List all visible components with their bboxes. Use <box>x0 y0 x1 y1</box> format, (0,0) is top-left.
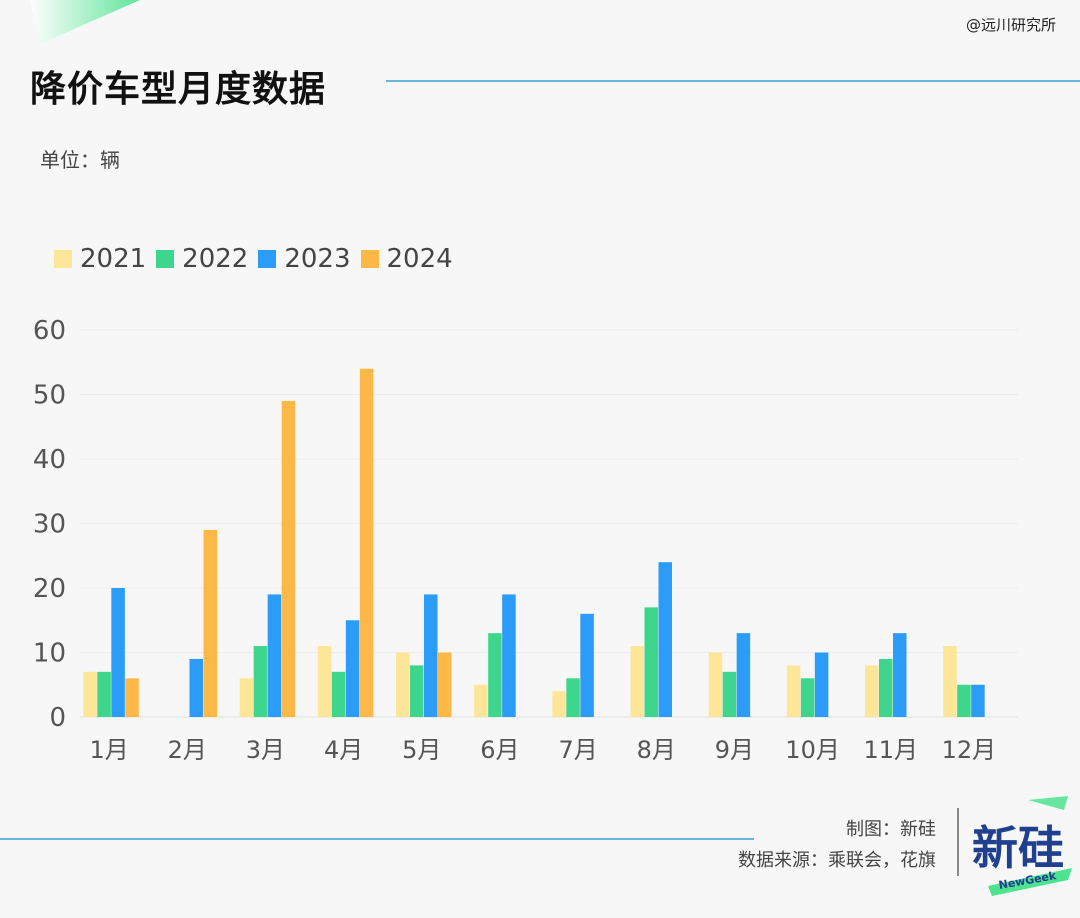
credit-maker: 制图：新硅 <box>846 819 936 840</box>
x-tick-label: 11月 <box>863 736 918 764</box>
bar-2023-10 <box>814 652 829 717</box>
bar-2021-12 <box>943 646 957 717</box>
legend: 2021 2022 2023 2024 <box>54 244 463 274</box>
bar-2022-9 <box>722 671 737 717</box>
bar-2023-3 <box>267 594 282 717</box>
corner-decoration <box>0 0 160 60</box>
bar-2022-10 <box>800 678 815 717</box>
watermark: @远川研究所 <box>965 16 1056 34</box>
bar-2024-5 <box>438 652 452 717</box>
bar-2023-7 <box>580 613 594 717</box>
bar-2023-5 <box>424 594 438 717</box>
bar-chart: 0 10 20 30 40 50 60 1月 2月 3月 4月 5月 6月 7月 8月 9月 10月 11月 12月 <box>33 316 1018 764</box>
legend-label-2021: 2021 <box>80 244 147 274</box>
legend-item-2021: 2021 <box>54 244 146 274</box>
legend-swatch-2021 <box>54 250 72 268</box>
legend-swatch-2022 <box>156 250 175 268</box>
x-tick-label: 7月 <box>558 736 597 764</box>
bar-2023-9 <box>736 633 751 717</box>
y-tick-label: 40 <box>33 445 66 475</box>
x-tick-label: 10月 <box>785 736 840 764</box>
legend-label-2024: 2024 <box>386 244 453 274</box>
legend-swatch-2023 <box>258 250 277 268</box>
bar-2023-12 <box>971 684 985 717</box>
bar-2021-10 <box>786 665 801 717</box>
y-tick-label: 30 <box>33 510 66 540</box>
legend-label-2022: 2022 <box>182 244 249 274</box>
x-tick-label: 8月 <box>637 736 676 764</box>
newgeek-logo: 新硅 NewGeek <box>968 796 1078 900</box>
bar-2022-5 <box>410 665 424 717</box>
legend-swatch-2024 <box>360 250 379 268</box>
x-tick-label: 1月 <box>89 736 128 764</box>
title-rule <box>386 80 1080 82</box>
legend-item-2022: 2022 <box>156 244 248 274</box>
bar-2022-11 <box>879 658 893 717</box>
x-tick-label: 2月 <box>168 736 207 764</box>
bar-2021-11 <box>865 665 879 717</box>
bar-2023-11 <box>893 633 907 717</box>
bar-2021-1 <box>83 671 97 717</box>
bar-2021-4 <box>317 646 332 717</box>
bar-2021-7 <box>552 691 566 717</box>
legend-item-2024: 2024 <box>360 244 453 274</box>
credit-source: 数据来源：乘联会，花旗 <box>738 850 936 871</box>
bar-2021-5 <box>396 652 410 717</box>
chart-title: 降价车型月度数据 <box>30 69 327 110</box>
bar-2022-12 <box>957 684 971 717</box>
y-tick-label: 20 <box>33 574 66 604</box>
bar-2023-1 <box>111 588 125 717</box>
bar-2022-8 <box>644 607 658 717</box>
unit-label: 单位：辆 <box>40 148 120 172</box>
bar-2024-4 <box>359 368 374 717</box>
bar-2022-3 <box>253 646 268 717</box>
legend-item-2023: 2023 <box>258 244 351 274</box>
bar-2022-4 <box>331 671 346 717</box>
bar-2022-7 <box>566 678 580 717</box>
x-tick-label: 6月 <box>480 736 519 764</box>
bar-2024-3 <box>281 400 296 717</box>
logo-main-text: 新硅 <box>972 821 1064 875</box>
bar-2021-9 <box>708 652 723 717</box>
y-tick-label: 0 <box>49 703 66 733</box>
bar-2024-2 <box>203 529 217 717</box>
x-tick-label: 9月 <box>715 736 754 764</box>
x-tick-label: 4月 <box>324 736 363 764</box>
x-tick-label: 12月 <box>942 736 997 764</box>
bar-2022-6 <box>488 633 502 717</box>
bar-2023-8 <box>658 562 672 717</box>
bar-2023-6 <box>502 594 516 717</box>
bar-2023-2 <box>189 658 203 717</box>
bar-2022-1 <box>97 671 111 717</box>
y-tick-label: 10 <box>33 639 66 669</box>
bar-2024-1 <box>125 678 139 717</box>
x-tick-label: 3月 <box>246 736 285 764</box>
footer-rule <box>0 838 754 840</box>
x-tick-label: 5月 <box>402 736 441 764</box>
footer-divider <box>957 808 959 876</box>
y-tick-label: 60 <box>33 316 66 346</box>
bar-2021-8 <box>630 646 644 717</box>
bar-2023-4 <box>345 620 360 717</box>
bar-2021-3 <box>239 678 254 717</box>
legend-label-2023: 2023 <box>284 244 351 274</box>
y-tick-label: 50 <box>33 381 66 411</box>
bar-2021-6 <box>474 684 488 717</box>
